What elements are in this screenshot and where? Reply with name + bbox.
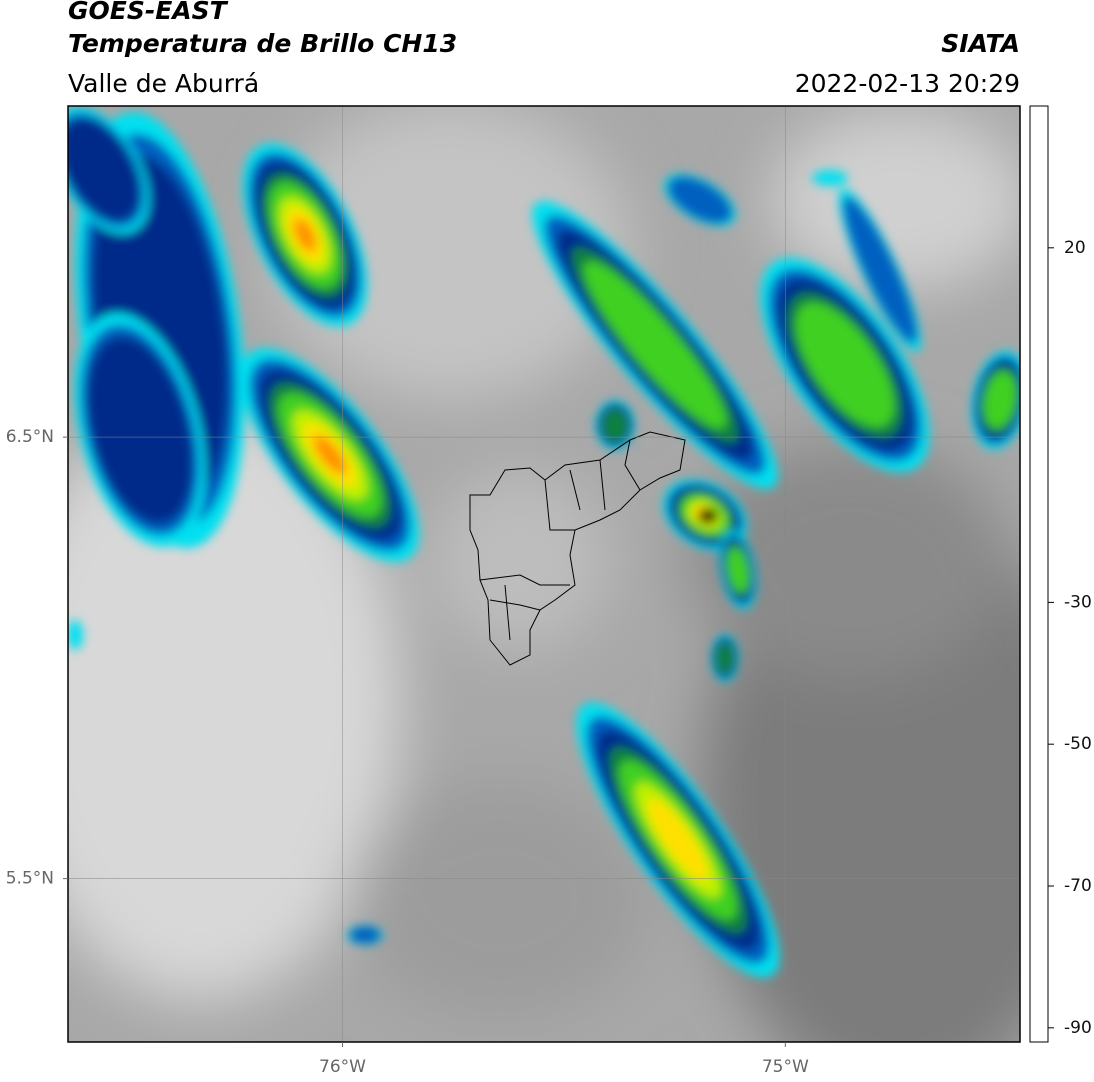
cell-layer — [812, 170, 848, 186]
region: Valle de Aburrá — [68, 69, 259, 98]
storm-cell — [760, 257, 930, 473]
storm-cell — [68, 106, 150, 234]
cell-layer — [795, 302, 895, 428]
colorbar — [1029, 105, 1049, 1043]
storm-cell — [242, 143, 368, 327]
cloud-field — [68, 106, 1020, 1042]
storm-cell — [663, 173, 737, 227]
x-tick-label: 75°W — [762, 1057, 809, 1077]
cell-layer — [667, 176, 733, 224]
cell-layer — [715, 641, 735, 675]
x-tick-label: 76°W — [319, 1057, 366, 1077]
satellite-image — [68, 106, 1020, 1042]
colorbar-tick-label: -90 — [1064, 1018, 1092, 1038]
cell-layer — [348, 926, 382, 944]
cell-layer — [647, 798, 709, 882]
storm-cell — [347, 925, 383, 945]
cell-layer — [87, 336, 193, 524]
colorbar-tick-label: -70 — [1064, 876, 1092, 896]
y-tick-label: 5.5°N — [6, 869, 54, 889]
cell-layer — [983, 371, 1017, 429]
cell-layer — [68, 118, 140, 222]
storm-cell — [576, 702, 780, 978]
storm-cell — [240, 348, 420, 562]
storm-cells — [68, 106, 1020, 978]
datetime: 2022-02-13 20:29 — [795, 69, 1020, 98]
cell-layer — [313, 435, 347, 475]
cell-layer — [68, 620, 83, 650]
storm-cell — [74, 313, 206, 547]
colorbar-tick-label: -50 — [1064, 734, 1092, 754]
y-tick-label: 6.5°N — [6, 427, 54, 447]
storm-cell — [812, 170, 848, 186]
valley-outline — [469, 431, 686, 666]
cell-layer — [726, 547, 750, 593]
cell-layer — [601, 408, 629, 442]
cell-layer — [583, 261, 727, 429]
storm-cell — [971, 350, 1020, 450]
title: GOES-EAST — [68, 0, 229, 25]
source: SIATA — [941, 29, 1020, 58]
storm-cell — [595, 400, 635, 450]
colorbar-tick-label: 20 — [1064, 238, 1086, 258]
colorbar-tick-label: -30 — [1064, 592, 1092, 612]
subtitle: Temperatura de Brillo CH13 — [68, 29, 457, 58]
storm-cell — [838, 188, 922, 352]
cell-core — [698, 508, 718, 524]
map-frame — [67, 105, 1021, 1043]
cell-layer — [293, 218, 317, 252]
cell-layer — [842, 196, 918, 344]
storm-cell — [68, 620, 83, 650]
grid — [68, 106, 1020, 1042]
storm-cell — [711, 634, 739, 682]
storm-cell — [718, 530, 758, 610]
storm-cell — [532, 200, 778, 490]
